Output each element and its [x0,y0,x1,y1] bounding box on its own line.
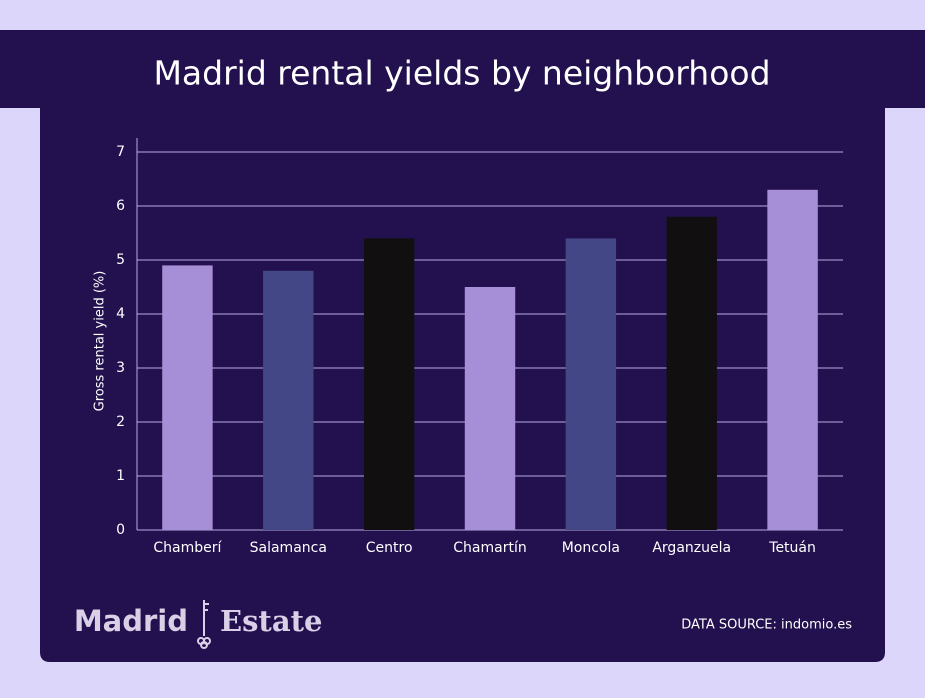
y-axis-label: Gross rental yield (%) [93,271,108,412]
logo-left: Madrid [74,604,188,638]
logo-right: Estate [220,604,322,638]
y-tick-label: 6 [116,198,125,214]
x-tick-label: Chamberí [153,540,222,556]
y-tick-label: 7 [116,144,125,160]
bar [363,238,415,530]
x-tick-label: Centro [366,540,413,556]
logo-key [197,600,211,649]
bar [767,189,818,531]
chart-title: Madrid rental yields by neighborhood [153,54,770,93]
x-tick-label: Arganzuela [652,540,731,556]
header-band [0,30,925,108]
y-tick-label: 3 [116,360,125,376]
data-source: DATA SOURCE: indomio.es [681,618,852,633]
x-tick-label: Salamanca [250,540,327,556]
y-tick-label: 1 [116,468,125,484]
y-tick-label: 5 [116,252,125,268]
bar [263,270,314,530]
y-tick-label: 0 [116,522,125,538]
x-tick-label: Moncola [562,540,620,556]
bar [565,238,617,530]
x-tick-label: Tetuán [768,540,816,556]
bar [666,216,717,531]
x-tick-label: Chamartín [453,540,526,556]
bar [464,287,516,530]
bar [162,265,213,530]
y-tick-label: 2 [116,414,125,430]
y-tick-label: 4 [116,306,125,322]
